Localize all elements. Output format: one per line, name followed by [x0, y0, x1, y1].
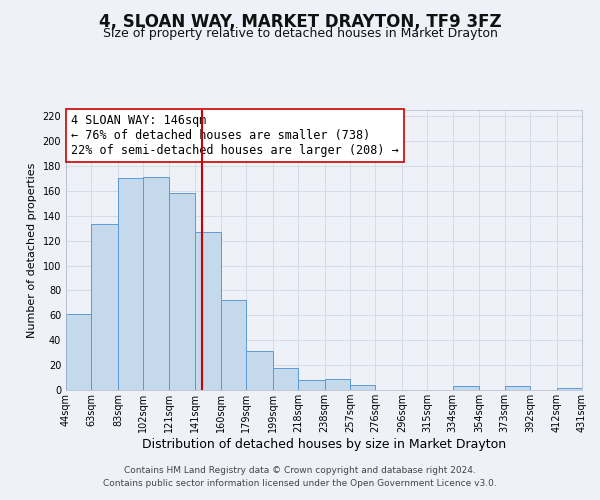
X-axis label: Distribution of detached houses by size in Market Drayton: Distribution of detached houses by size …: [142, 438, 506, 451]
Bar: [118, 178, 143, 390]
Text: 4, SLOAN WAY, MARKET DRAYTON, TF9 3FZ: 4, SLOAN WAY, MARKET DRAYTON, TF9 3FZ: [98, 12, 502, 30]
Bar: [91, 224, 118, 390]
Text: Size of property relative to detached houses in Market Drayton: Size of property relative to detached ho…: [103, 28, 497, 40]
Bar: [505, 386, 530, 390]
Bar: [272, 368, 298, 390]
Bar: [169, 194, 196, 390]
Bar: [298, 380, 325, 390]
Y-axis label: Number of detached properties: Number of detached properties: [27, 162, 37, 338]
Bar: [350, 385, 376, 390]
Text: Contains HM Land Registry data © Crown copyright and database right 2024.
Contai: Contains HM Land Registry data © Crown c…: [103, 466, 497, 487]
Bar: [221, 300, 246, 390]
Bar: [452, 386, 479, 390]
Bar: [143, 177, 169, 390]
Bar: [246, 352, 272, 390]
Bar: [325, 379, 350, 390]
Text: 4 SLOAN WAY: 146sqm
← 76% of detached houses are smaller (738)
22% of semi-detac: 4 SLOAN WAY: 146sqm ← 76% of detached ho…: [71, 114, 399, 157]
Bar: [557, 388, 582, 390]
Bar: [196, 232, 221, 390]
Bar: [66, 314, 91, 390]
